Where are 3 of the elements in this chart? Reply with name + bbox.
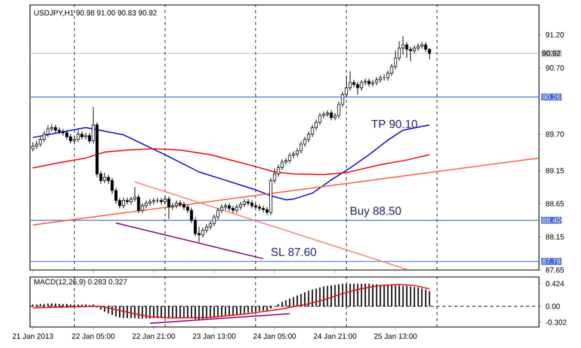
annotation: Buy 88.50 [350,206,401,218]
annotation: SL 87.60 [271,248,316,256]
annotation: TP 90.10 [371,120,418,128]
